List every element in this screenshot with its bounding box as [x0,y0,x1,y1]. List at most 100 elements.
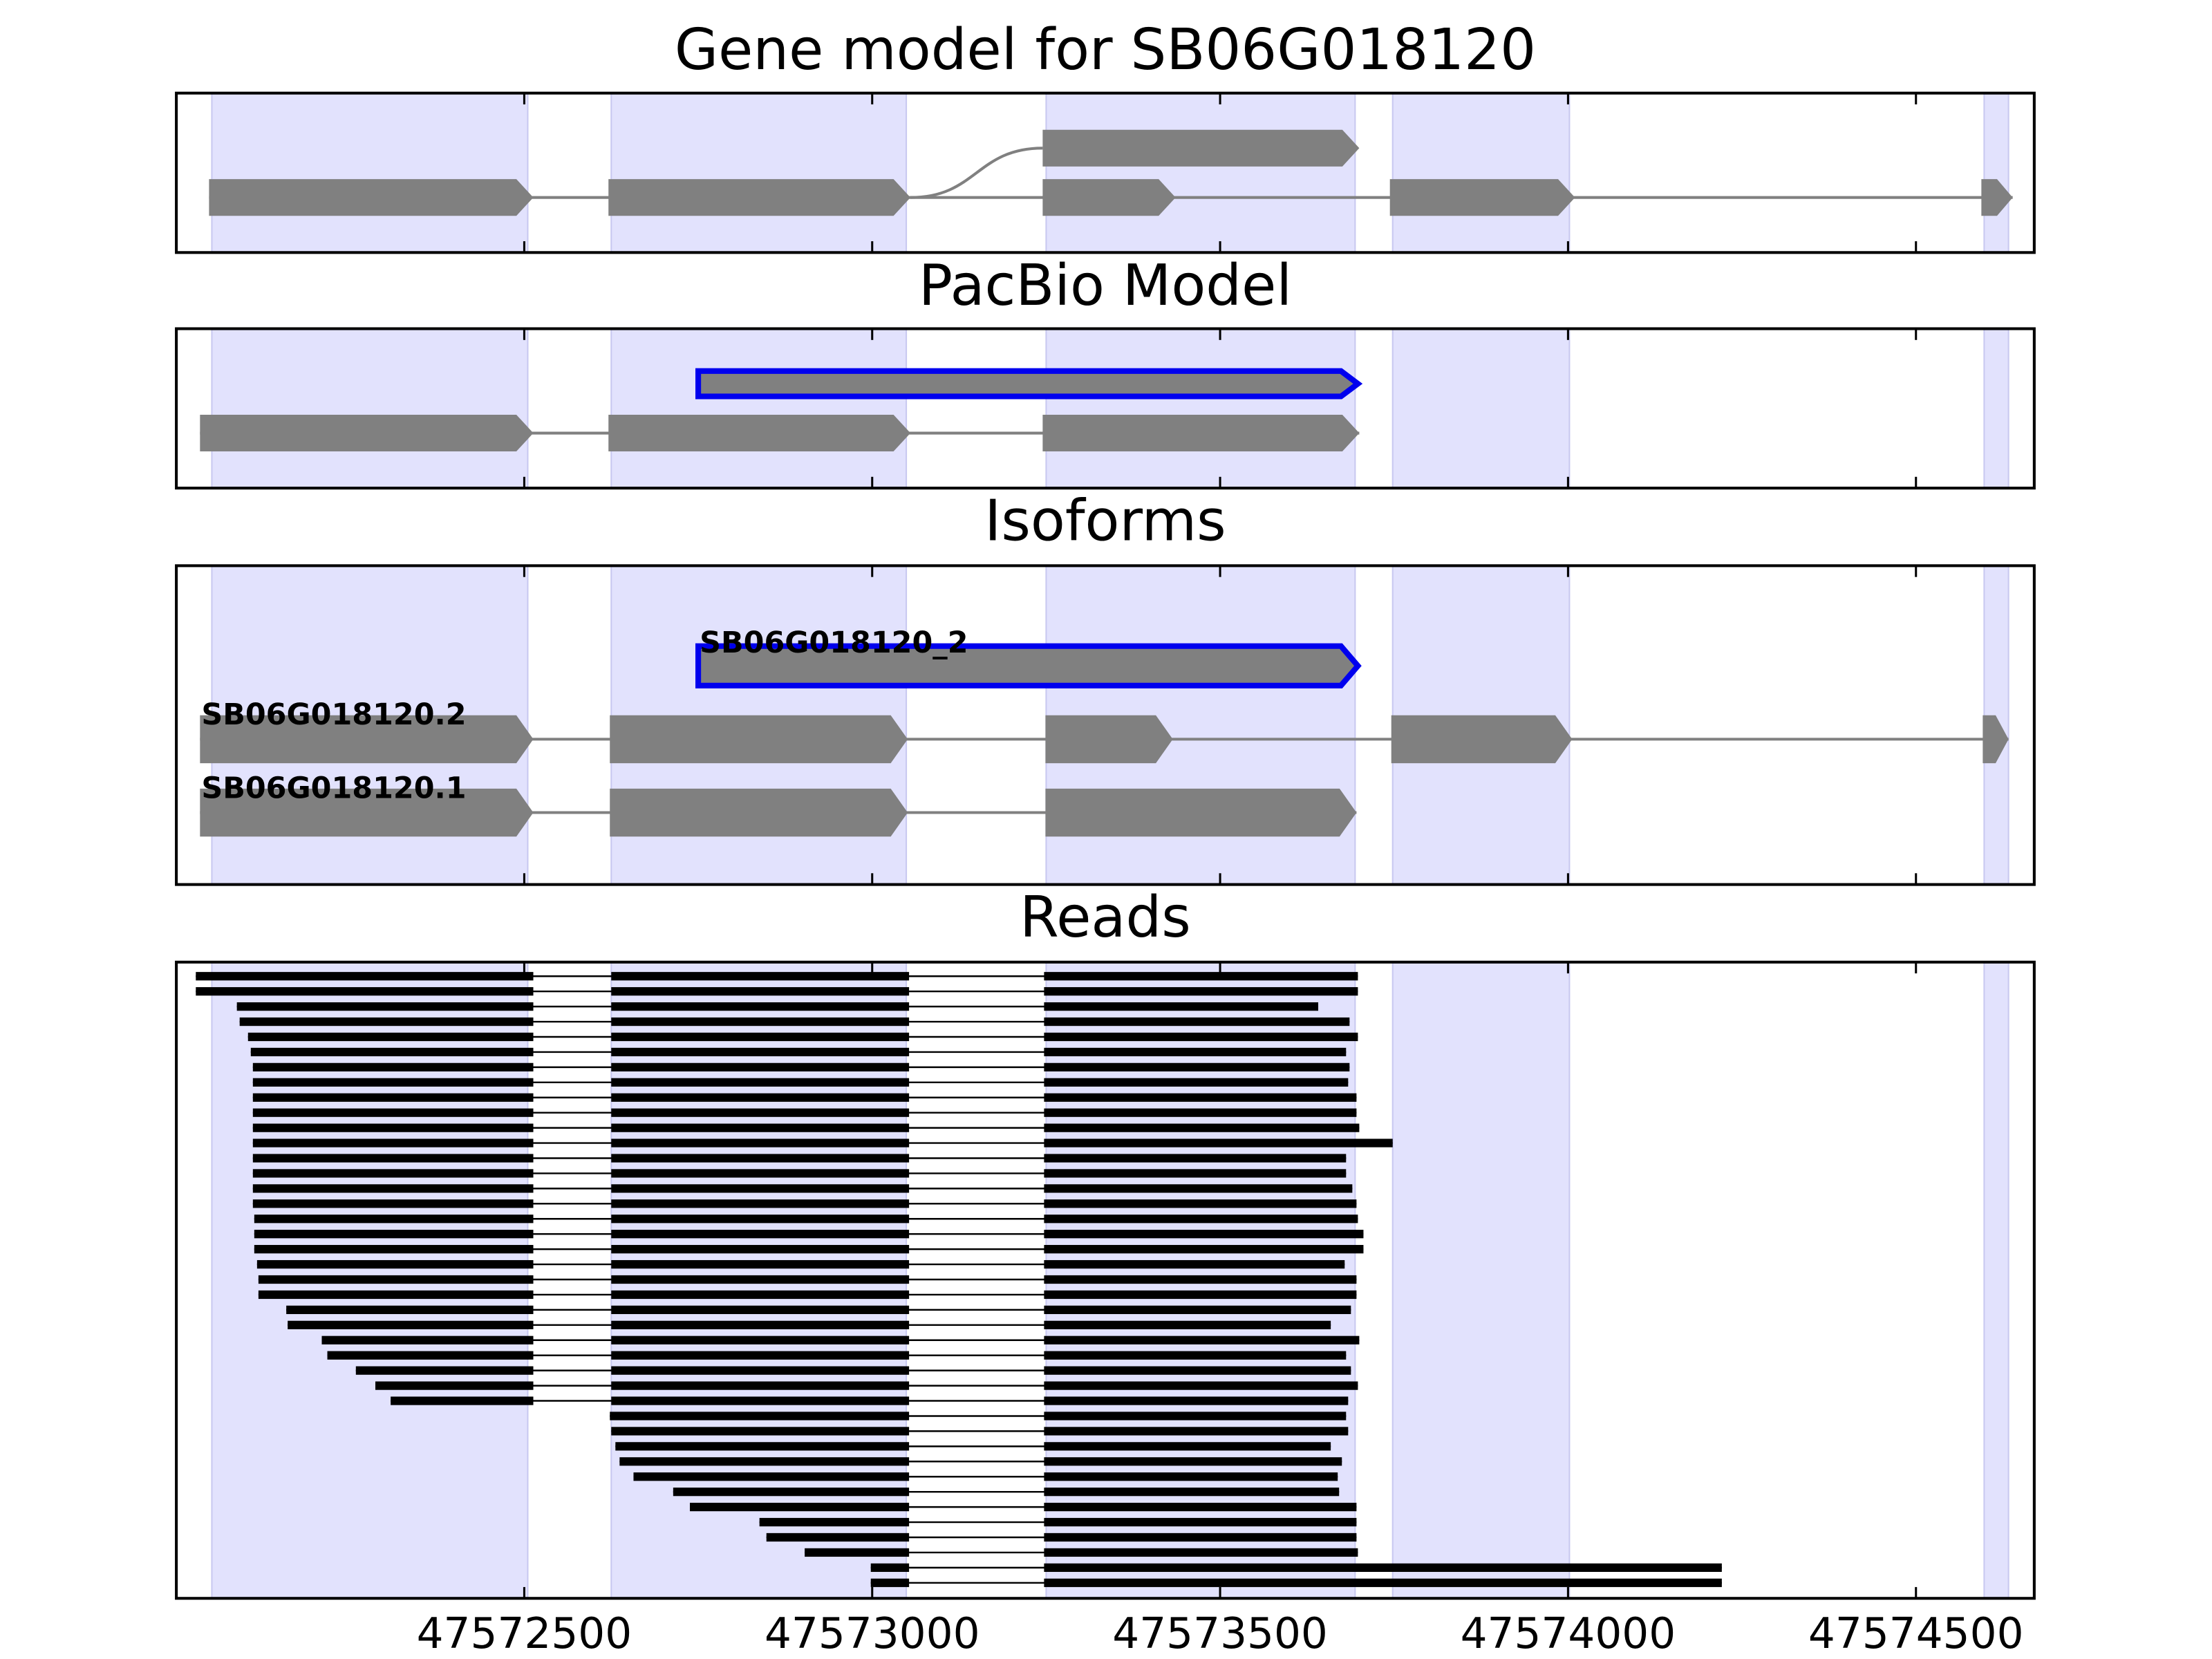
exon [695,643,1362,688]
read-block [1044,1472,1338,1481]
exon [608,415,911,452]
read-block [611,1245,910,1254]
exon [1042,179,1176,216]
read-block [611,1093,910,1102]
read-block [252,1154,534,1163]
exon [200,715,534,764]
read-block [1044,1366,1351,1375]
read-block [254,1215,534,1224]
read-block [1044,972,1358,981]
read-block [252,1062,534,1071]
read-block [611,1215,910,1224]
read-block [1044,1062,1350,1071]
read-block [196,987,534,996]
read-block [1044,1259,1345,1269]
read-block [611,1351,910,1360]
exon [610,715,908,764]
read-block [611,1427,910,1436]
read-block [805,1548,910,1557]
read-block [611,1154,910,1163]
exon-region [211,328,529,489]
read-block [690,1502,910,1512]
read-block [615,1442,910,1451]
exon [1983,715,2009,764]
panel-title: PacBio Model [919,253,1292,319]
isoform-label: SB06G018120_2 [700,626,968,660]
read-block [321,1335,534,1344]
read-block [611,1366,910,1375]
read-block [1044,1032,1358,1042]
exon [608,179,911,216]
read-block [611,1396,910,1405]
read-block [250,1047,534,1057]
read-block [611,1320,910,1329]
exon-region [1983,961,2009,1600]
read-block [252,1169,534,1178]
exon-region [211,92,529,254]
exon-region [610,92,908,254]
read-block [611,1047,910,1057]
read-block [1044,1457,1342,1466]
exon [1981,179,2013,216]
exon [1042,129,1360,167]
read-block [759,1517,910,1527]
read-block [1044,1488,1340,1497]
read-block [1044,1381,1358,1390]
read-block [252,1123,534,1132]
read-block [870,1578,910,1587]
exon-region [1391,328,1571,489]
read-block [391,1396,534,1405]
read-block [611,1032,910,1042]
read-block [1044,1275,1357,1284]
panel-frame [175,327,2036,490]
exon [1045,715,1173,764]
read-block [1044,1245,1364,1254]
read-block [1044,1108,1357,1117]
exon [1042,415,1360,452]
read-block [610,1412,910,1421]
read-block [1044,1427,1349,1436]
read-block [252,1199,534,1208]
read-block [1044,1290,1357,1300]
read-block [611,1305,910,1315]
read-block [196,972,534,981]
read-block [327,1351,534,1360]
read-block [619,1457,910,1466]
read-block [256,1259,534,1269]
exon [1391,715,1573,764]
read-block [1044,1412,1347,1421]
read-block [1044,1517,1357,1527]
read-block [258,1290,534,1300]
exon-region [610,328,908,489]
panel-frame [175,91,2036,254]
read-block [611,1017,910,1027]
read-block [1044,1123,1360,1132]
read-block [633,1472,910,1481]
isoform-label: SB06G018120.1 [201,771,466,805]
read-block [611,1335,910,1344]
read-block [288,1320,534,1329]
read-block [1044,1047,1347,1057]
read-block [236,1002,534,1011]
read-block [673,1488,910,1497]
x-tick-label: 47573500 [1112,1609,1328,1658]
read-block [611,987,910,996]
panel-title: Gene model for SB06G018120 [675,17,1536,83]
read-block [611,1078,910,1087]
read-block [1044,1169,1347,1178]
x-tick-label: 47572500 [417,1609,632,1658]
read-block [611,1184,910,1193]
x-tick-label: 47574000 [1461,1609,1676,1658]
read-block [247,1032,534,1042]
panel-frame [175,960,2036,1600]
read-block [1044,1396,1349,1405]
read-block [1044,1320,1331,1329]
read-block [258,1275,534,1284]
read-block [1044,1351,1347,1360]
read-block [1044,1138,1393,1147]
x-tick-label: 47574500 [1808,1609,2024,1658]
read-block [611,1275,910,1284]
read-block [1044,1548,1358,1557]
read-block [1044,1017,1350,1027]
